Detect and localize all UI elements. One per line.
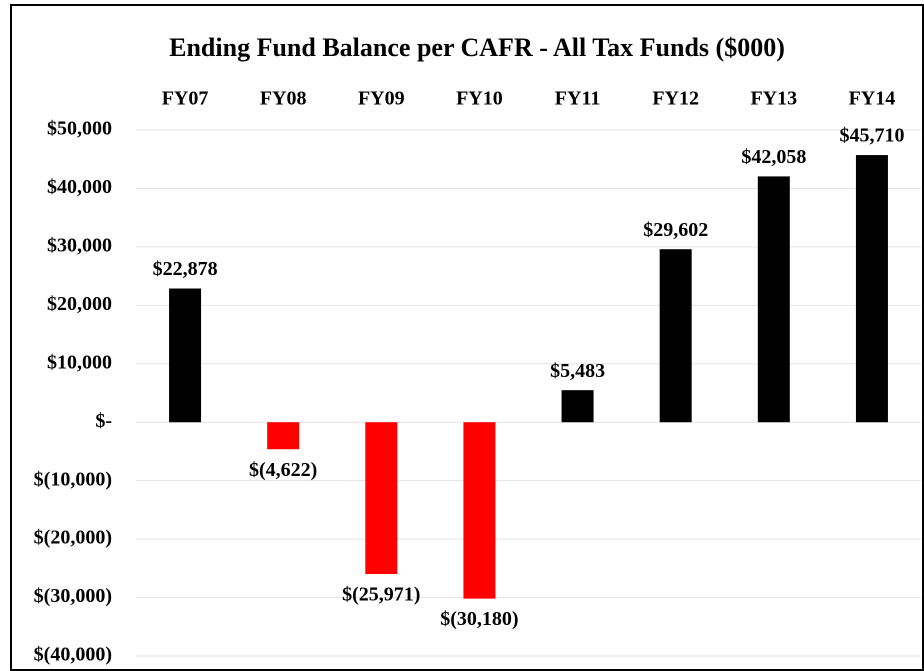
- data-label: $(25,971): [342, 584, 420, 606]
- data-label: $29,602: [643, 219, 708, 241]
- x-tick-label: FY11: [555, 88, 601, 110]
- bar: [365, 422, 398, 575]
- y-tick-label: $(10,000): [34, 468, 112, 490]
- x-tick-label: FY12: [652, 88, 699, 110]
- x-tick-label: FY14: [849, 88, 896, 110]
- y-tick-label: $-: [95, 410, 112, 432]
- y-tick-label: $(20,000): [34, 527, 112, 549]
- y-tick-label: $30,000: [47, 234, 112, 256]
- bar: [561, 390, 594, 423]
- data-label: $42,058: [741, 146, 806, 168]
- data-label: $(4,622): [249, 459, 317, 481]
- y-tick-label: $40,000: [47, 176, 112, 198]
- x-tick-label: FY07: [162, 88, 209, 110]
- x-tick-label: FY10: [456, 88, 503, 110]
- data-label: $45,710: [839, 125, 904, 147]
- y-tick-label: $20,000: [47, 293, 112, 315]
- bar: [659, 249, 692, 423]
- y-tick-label: $50,000: [47, 118, 112, 140]
- y-tick-label: $(40,000): [34, 644, 112, 666]
- data-label: $5,483: [550, 360, 605, 382]
- data-label: $22,878: [153, 258, 218, 280]
- bar: [267, 422, 300, 450]
- x-tick-label: FY13: [750, 88, 797, 110]
- bar: [169, 288, 202, 423]
- bar: [757, 176, 790, 423]
- bar: [855, 155, 888, 423]
- chart-title: Ending Fund Balance per CAFR - All Tax F…: [169, 33, 785, 62]
- data-label: $(30,180): [440, 608, 518, 630]
- bar: [463, 422, 496, 599]
- y-tick-label: $10,000: [47, 351, 112, 373]
- x-tick-label: FY09: [358, 88, 405, 110]
- x-tick-label: FY08: [260, 88, 307, 110]
- y-tick-label: $(30,000): [34, 585, 112, 607]
